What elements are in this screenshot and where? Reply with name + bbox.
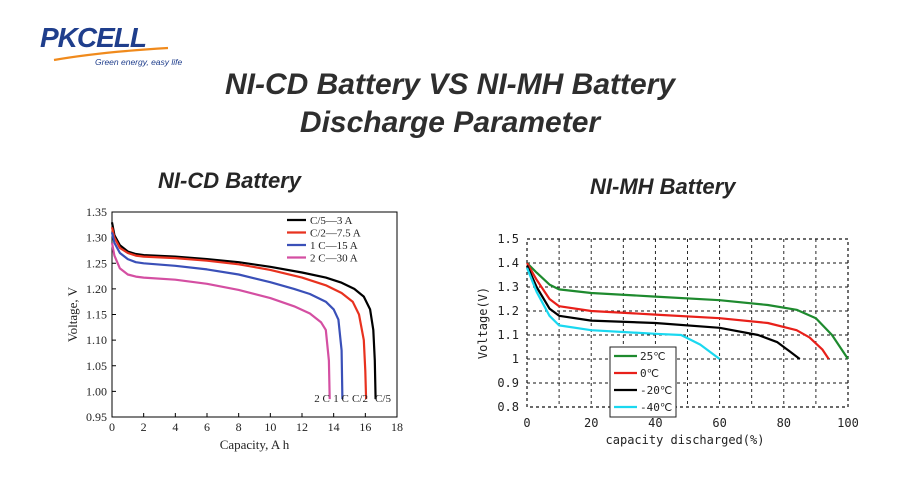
brand-logo: PKCELL Green energy, easy life: [40, 22, 190, 68]
page-title-line-1: NI-CD Battery VS NI-MH Battery: [224, 68, 676, 101]
nicd-y-tick-label: 1.20: [86, 282, 107, 296]
nimh-series-line-1: [526, 262, 830, 360]
nicd-x-tick-label: 14: [328, 420, 340, 434]
nimh-y-tick-label: 1.2: [497, 304, 519, 318]
nimh-series-line-0: [526, 262, 849, 360]
nimh-y-tick-label: 1.1: [497, 328, 519, 342]
nicd-y-tick-label: 1.10: [86, 333, 107, 347]
nimh-legend-box: [609, 346, 677, 418]
nicd-end-label: 1 C: [333, 393, 349, 405]
nicd-series-line-0: [110, 222, 377, 400]
nimh-x-tick-label: 100: [837, 416, 859, 430]
nicd-x-tick-label: 4: [172, 420, 178, 434]
logo-tagline: Green energy, easy life: [95, 57, 183, 67]
nimh-y-axis-label: Voltage(V): [476, 287, 490, 359]
nicd-end-label: C/2: [352, 393, 368, 405]
nimh-y-tick-label: 0.8: [497, 400, 519, 414]
nicd-y-tick-label: 1.15: [86, 308, 107, 322]
nicd-series-line-3: [110, 242, 331, 400]
nicd-x-tick-label: 0: [109, 420, 115, 434]
nicd-x-tick-label: 10: [264, 420, 276, 434]
nicd-legend-label-1: C/2—7.5 A: [310, 228, 361, 240]
nimh-x-tick-label: 20: [584, 416, 598, 430]
nicd-series-line-2: [110, 232, 344, 400]
nicd-y-tick-label: 1.05: [86, 359, 107, 373]
nimh-legend-label-1: 0℃: [640, 367, 659, 380]
nicd-x-tick-label: 6: [204, 420, 210, 434]
nicd-y-axis-label: Voltage, V: [65, 286, 80, 342]
nicd-x-tick-label: 16: [359, 420, 371, 434]
nimh-y-tick-label: 1: [512, 352, 519, 366]
nimh-x-tick-label: 40: [648, 416, 662, 430]
nicd-y-tick-label: 1.25: [86, 256, 107, 270]
nicd-x-axis-label: Capacity, A h: [220, 437, 290, 452]
nicd-x-tick-label: 12: [296, 420, 308, 434]
nimh-x-tick-label: 60: [712, 416, 726, 430]
nicd-y-tick-label: 1.00: [86, 384, 107, 398]
logo-swoosh-icon: [53, 46, 169, 62]
nicd-y-tick-label: 1.35: [86, 205, 107, 219]
nicd-x-tick-label: 2: [141, 420, 147, 434]
nicd-x-tick-label: 18: [391, 420, 403, 434]
nimh-chart-title: NI-MH Battery: [590, 174, 736, 199]
nimh-y-tick-label: 1.3: [497, 280, 519, 294]
logo-text: PKCELL: [40, 22, 147, 53]
nimh-y-tick-label: 1.4: [497, 256, 519, 270]
nicd-end-label: 2 C: [314, 393, 330, 405]
nimh-x-tick-label: 0: [523, 416, 530, 430]
nicd-y-tick-label: 0.95: [86, 410, 107, 424]
page-title-line-2: Discharge Parameter: [299, 106, 601, 139]
nicd-legend-label-2: 1 C—15 A: [310, 240, 358, 252]
nimh-legend-label-0: 25℃: [640, 350, 666, 363]
nimh-x-tick-label: 80: [777, 416, 791, 430]
nimh-plot-frame: [526, 238, 849, 408]
nicd-legend-label-3: 2 C—30 A: [310, 253, 358, 265]
nicd-series-line-1: [110, 227, 368, 400]
nicd-end-label: C/5: [375, 393, 391, 405]
nicd-chart-title: NI-CD Battery: [158, 168, 302, 193]
nicd-x-tick-label: 8: [236, 420, 242, 434]
nimh-x-axis-label: capacity discharged(%): [606, 433, 765, 447]
nimh-y-tick-label: 1.5: [497, 232, 519, 246]
nimh-series-line-2: [525, 264, 801, 360]
nimh-legend-label-3: -40℃: [640, 401, 672, 414]
nimh-y-tick-label: 0.9: [497, 376, 519, 390]
nicd-y-tick-label: 1.30: [86, 231, 107, 245]
nimh-legend-label-2: -20℃: [640, 384, 672, 397]
nimh-series-line-3: [525, 267, 721, 360]
nicd-legend-label-0: C/5—3 A: [310, 215, 353, 227]
